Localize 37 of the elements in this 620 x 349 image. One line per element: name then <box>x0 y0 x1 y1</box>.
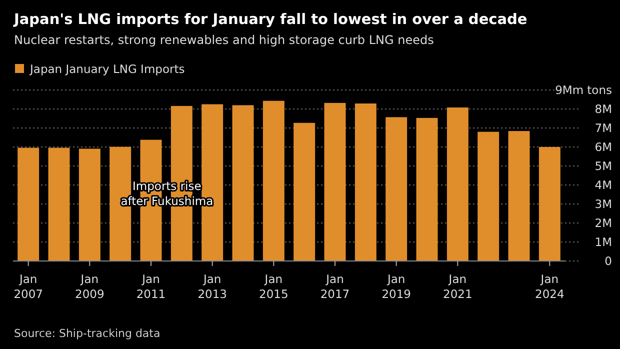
bar <box>538 147 560 261</box>
x-tick-label: Jan 2021 <box>443 272 472 301</box>
bar <box>508 131 530 261</box>
source-note: Source: Ship-tracking data <box>14 327 160 340</box>
bar <box>416 118 438 261</box>
chart-title: Japan's LNG imports for January fall to lowest in over a decade <box>13 12 528 28</box>
y-tick-label: 5M <box>594 159 612 173</box>
y-tick-label: 9Mm tons <box>555 83 612 97</box>
bar <box>48 148 70 261</box>
x-tick-label: Jan 2009 <box>75 272 104 301</box>
y-tick-label: 6M <box>594 140 612 154</box>
bar <box>386 117 408 261</box>
x-tick-label: Jan 2011 <box>136 272 166 301</box>
bar <box>78 148 100 261</box>
x-tick-label: Jan 2015 <box>259 272 288 301</box>
bar <box>354 103 376 261</box>
y-tick-label: 1M <box>594 235 612 249</box>
y-tick-label: 2M <box>594 216 612 230</box>
y-tick-label: 3M <box>594 197 612 211</box>
x-tick-label: Jan 2007 <box>14 272 43 301</box>
x-tick-label: Jan 2024 <box>535 272 564 301</box>
bar <box>324 102 346 261</box>
bar <box>478 132 500 261</box>
legend-label: Japan January LNG Imports <box>29 62 185 76</box>
bar <box>262 100 284 261</box>
y-tick-label: 7M <box>594 121 612 135</box>
x-tick-label: Jan 2013 <box>198 272 227 301</box>
x-tick-label: Jan 2019 <box>382 272 411 301</box>
bar <box>294 122 316 261</box>
x-tick-label: Jan 2017 <box>320 272 350 301</box>
bar <box>446 107 468 261</box>
y-tick-label: 0 <box>604 254 612 268</box>
bar <box>18 148 40 261</box>
chart-subtitle: Nuclear restarts, strong renewables and high storage curb LNG needs <box>14 33 434 47</box>
y-tick-label: 8M <box>594 102 612 116</box>
y-tick-label: 4M <box>594 178 612 192</box>
bar <box>232 105 254 261</box>
